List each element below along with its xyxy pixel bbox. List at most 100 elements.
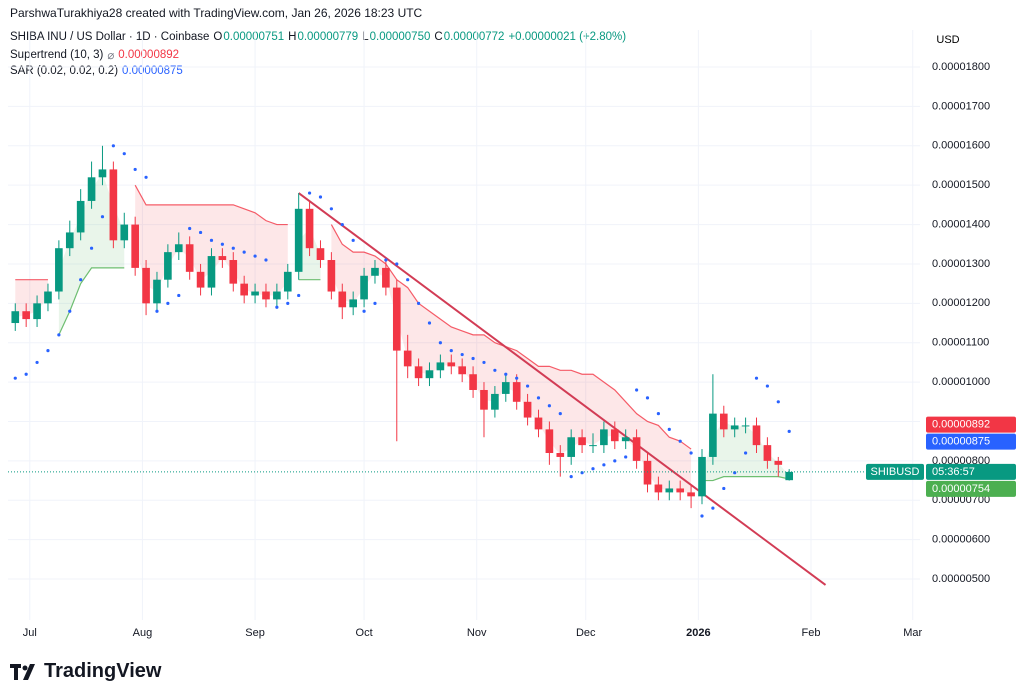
candle-body <box>174 244 183 253</box>
sar-dot <box>787 429 791 433</box>
candle-body <box>512 382 521 402</box>
x-tick-label: Mar <box>903 627 922 639</box>
supertrend-fill <box>331 224 692 495</box>
candle-body <box>447 362 456 367</box>
credit: ParshwaTurakhiya28 created with TradingV… <box>10 6 423 20</box>
readout-key: C <box>434 31 443 43</box>
sar-dot <box>536 396 541 400</box>
sar-dot <box>700 514 704 518</box>
symbol-title: SHIBA INU / US Dollar · 1D · Coinbase <box>10 31 210 43</box>
candle-body <box>294 208 303 272</box>
candle-body <box>131 224 139 268</box>
candle-body <box>600 429 608 446</box>
brand: TradingView <box>10 660 161 683</box>
candle-body <box>44 291 52 304</box>
candle-body <box>610 429 619 442</box>
supertrend-fill <box>58 173 125 335</box>
candle-body <box>22 311 30 320</box>
readout-value: 0.00000779 <box>297 31 359 43</box>
candle-body <box>207 256 216 288</box>
sar-dot <box>743 451 748 455</box>
candle-body <box>316 248 325 261</box>
candle-body <box>371 267 379 276</box>
candle-body <box>229 260 238 284</box>
sar-dot <box>515 376 519 380</box>
y-axis-unit: USD <box>936 34 959 46</box>
sar-dot <box>569 475 573 479</box>
candle-body <box>763 445 772 461</box>
sar-legend: SAR (0.02, 0.02, 0.2) 0.00000875 <box>10 65 183 77</box>
candle-body <box>545 429 554 454</box>
candle-body <box>196 271 205 288</box>
supertrend-fill <box>15 279 48 318</box>
sar-dot <box>111 144 115 148</box>
sar-dot <box>733 471 737 475</box>
sar-dot <box>373 301 377 305</box>
y-tick-label: 0.00001500 <box>932 179 990 191</box>
candle-body <box>469 374 477 390</box>
candle-body <box>621 437 630 442</box>
candle-body <box>76 200 85 233</box>
supertrend-line <box>701 476 790 482</box>
candle-body <box>240 283 248 296</box>
sar-dot <box>24 372 28 376</box>
y-tick-label: 0.00001800 <box>932 61 990 73</box>
sar-dot <box>384 258 388 262</box>
sar-dot <box>329 207 333 211</box>
candle-body <box>698 456 706 497</box>
price-label: 0.00000875 <box>932 436 990 448</box>
y-tick-label: 0.00001200 <box>932 297 990 309</box>
readout-key: H <box>288 31 297 43</box>
candle-body <box>709 413 717 457</box>
sar-dot <box>482 360 486 365</box>
sar-dot <box>286 301 290 305</box>
price-label-box <box>926 480 1016 497</box>
sar-dot <box>406 278 410 282</box>
sar-dot <box>645 396 650 400</box>
candle-body <box>349 299 357 308</box>
readout-value: 0.00000751 <box>223 31 285 43</box>
sar-dot <box>362 309 366 313</box>
sar-dot <box>471 356 475 361</box>
candle-body <box>262 291 270 300</box>
candle-body <box>785 471 794 481</box>
x-tick-label: Oct <box>356 627 373 639</box>
sar-dot <box>765 384 769 388</box>
sar-dot <box>133 167 137 172</box>
candle-body <box>523 401 532 418</box>
sar-dot <box>689 451 693 455</box>
candle-body <box>458 366 466 375</box>
sar-dot <box>318 195 323 199</box>
supertrend-fill <box>701 421 790 481</box>
candle-body <box>98 169 107 178</box>
sar-dot <box>667 427 671 431</box>
candle-body <box>752 425 761 446</box>
y-tick-label: 0.00001700 <box>932 100 990 112</box>
y-tick-label: 0.00000900 <box>932 415 990 427</box>
sar-dot <box>678 439 682 443</box>
y-tick-label: 0.00001600 <box>932 140 990 152</box>
sar-dot <box>395 262 399 266</box>
y-tick-label: 0.00000500 <box>932 573 990 585</box>
supertrend-fill <box>135 185 288 296</box>
y-tick-label: 0.00001400 <box>932 218 990 230</box>
chart: USD 0.000005000.000006000.000007000.0000… <box>8 30 1016 639</box>
x-tick-label: Feb <box>802 627 821 639</box>
price-label-box <box>926 433 1016 450</box>
candle-body <box>491 393 499 410</box>
sar-dot <box>591 467 595 471</box>
sar-dot <box>253 254 257 258</box>
symbol-box <box>866 463 924 480</box>
sar-dot <box>525 384 530 388</box>
sar-dot <box>711 506 715 510</box>
y-tick-label: 0.00000600 <box>932 534 990 546</box>
sar-dot <box>68 309 72 313</box>
candle-body <box>403 350 412 367</box>
symbol-label: SHIBUSD <box>871 466 920 478</box>
x-tick-label: 2026 <box>686 627 710 639</box>
readout-value: 0.00000750 <box>369 31 431 43</box>
x-tick-label: Dec <box>576 627 596 639</box>
candle-body <box>164 252 172 280</box>
candle-body <box>120 224 129 241</box>
